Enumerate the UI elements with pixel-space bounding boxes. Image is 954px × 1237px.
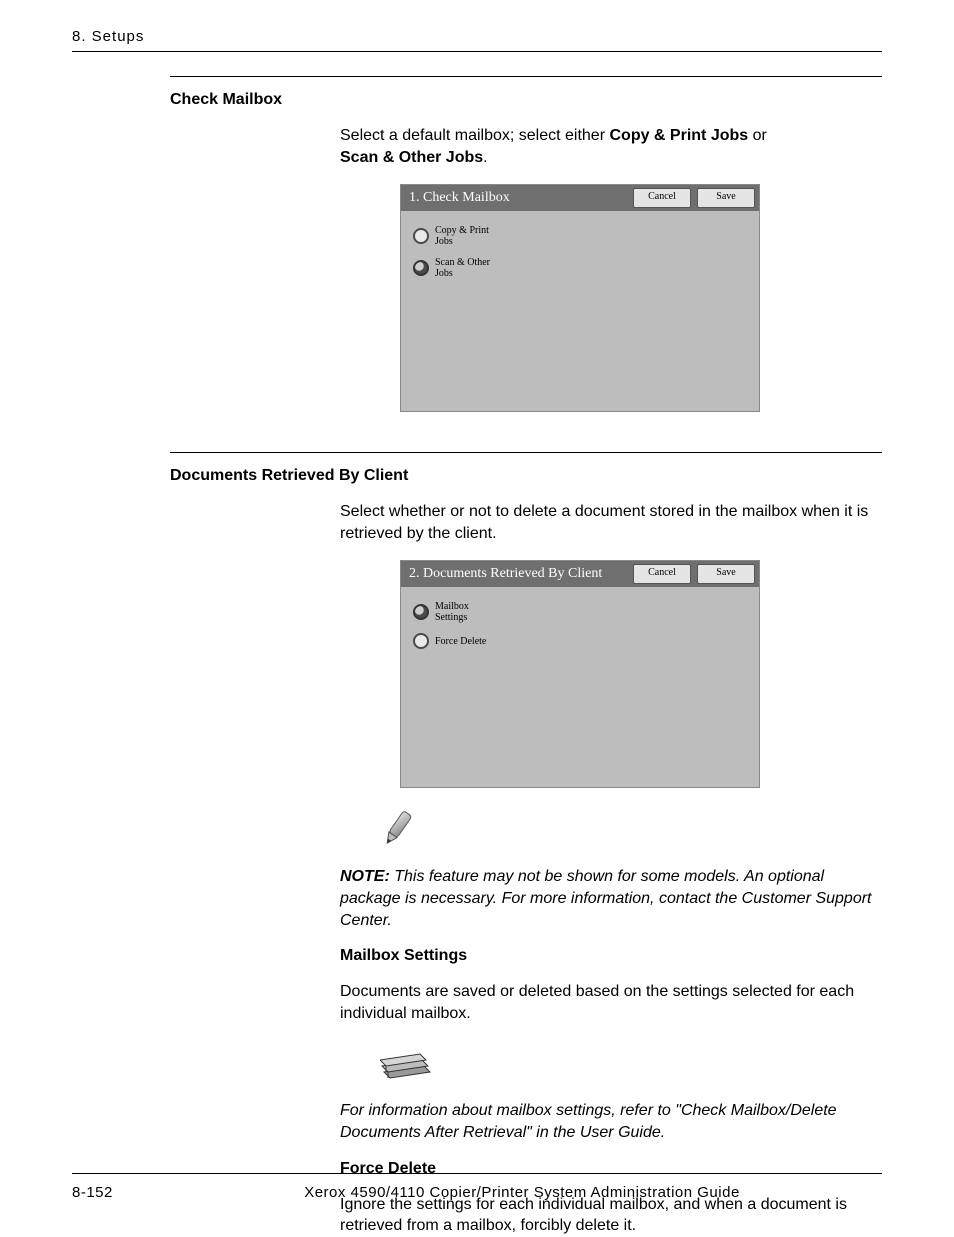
subheading-mailbox-settings: Mailbox Settings [340,947,882,965]
footer-page-number: 8-152 [72,1184,162,1201]
panel-title: 1. Check Mailbox [409,190,627,206]
footer-title: Xerox 4590/4110 Copier/Printer System Ad… [162,1184,882,1201]
intro-bold1: Copy & Print Jobs [609,127,748,144]
panel-check-mailbox: 1. Check Mailbox Cancel Save Copy & Prin… [400,184,760,412]
note-text: This feature may not be shown for some m… [340,868,872,928]
radio-mailbox-settings[interactable]: Mailbox Settings [413,601,747,623]
reference-paragraph: For information about mailbox settings, … [340,1100,882,1143]
save-button[interactable]: Save [697,564,755,584]
head-rule [72,51,882,52]
docs-retrieved-intro: Select whether or not to delete a docume… [340,501,882,544]
reference-icon [380,1046,882,1084]
mailbox-settings-paragraph: Documents are saved or deleted based on … [340,981,882,1024]
intro-suffix: . [483,149,487,166]
radio-off-icon [413,228,429,244]
note-paragraph: NOTE: This feature may not be shown for … [340,866,882,931]
radio-on-icon [413,604,429,620]
radio-label: Mailbox Settings [435,601,469,623]
check-mailbox-intro: Select a default mailbox; select either … [340,125,882,168]
radio-label: Copy & Print Jobs [435,225,489,247]
radio-scan-other-jobs[interactable]: Scan & Other Jobs [413,257,747,279]
panel-title: 2. Documents Retrieved By Client [409,566,627,582]
footer-rule [72,1173,882,1174]
radio-on-icon [413,260,429,276]
panel-docs-retrieved: 2. Documents Retrieved By Client Cancel … [400,560,760,788]
note-icon [380,810,882,850]
reference-text: For information about mailbox settings, … [340,1102,837,1141]
section-rule [170,76,882,77]
radio-label: Scan & Other Jobs [435,257,490,279]
intro-bold2: Scan & Other Jobs [340,149,483,166]
radio-force-delete[interactable]: Force Delete [413,633,747,649]
intro-prefix: Select a default mailbox; select either [340,127,609,144]
section-rule [170,452,882,453]
radio-copy-print-jobs[interactable]: Copy & Print Jobs [413,225,747,247]
radio-off-icon [413,633,429,649]
section-heading-docs-retrieved: Documents Retrieved By Client [170,467,882,485]
section-heading-check-mailbox: Check Mailbox [170,91,882,109]
note-label: NOTE: [340,868,390,885]
radio-label: Force Delete [435,636,486,647]
cancel-button[interactable]: Cancel [633,188,691,208]
cancel-button[interactable]: Cancel [633,564,691,584]
running-head: 8. Setups [72,28,882,45]
save-button[interactable]: Save [697,188,755,208]
intro-mid: or [748,127,767,144]
